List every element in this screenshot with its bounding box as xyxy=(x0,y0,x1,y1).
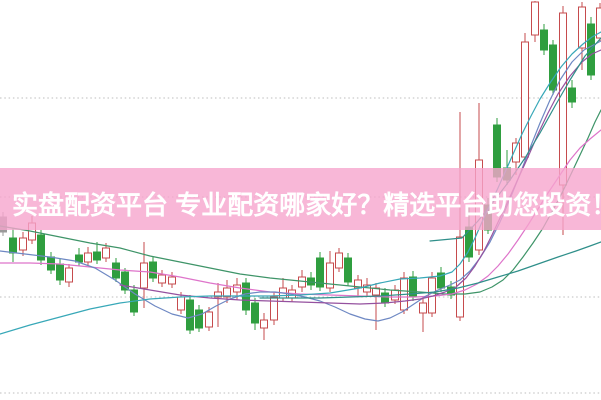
candle-body xyxy=(214,291,222,298)
candle-body xyxy=(84,252,92,263)
candle-body xyxy=(93,251,101,261)
candle-body xyxy=(344,257,352,283)
candle-body xyxy=(531,1,539,36)
candle-body xyxy=(512,142,520,163)
candle-body xyxy=(65,267,73,283)
candle-body xyxy=(540,29,548,51)
candle-body xyxy=(140,262,148,289)
candle-body xyxy=(251,302,259,324)
candle-body xyxy=(112,262,120,279)
candle-body xyxy=(177,296,185,311)
candle-body xyxy=(335,252,343,269)
candle-body xyxy=(102,247,110,259)
candle-body xyxy=(465,226,473,258)
candle-body xyxy=(568,87,576,103)
candle-body xyxy=(121,271,129,291)
ad-banner-overlay[interactable]: 实盘配资平台 专业配资哪家好？精选平台助您投资！ xyxy=(0,168,601,230)
ma-line-teal-slow xyxy=(259,241,601,299)
candle-body xyxy=(149,261,157,279)
candle-body xyxy=(549,44,557,91)
ad-banner-text: 实盘配资平台 专业配资哪家好？精选平台助您投资！ xyxy=(12,190,601,220)
candle-body xyxy=(19,237,27,251)
candle-body xyxy=(419,302,427,314)
ma-line-cyan xyxy=(0,31,601,335)
candle-body xyxy=(195,309,203,329)
candle-body xyxy=(326,262,334,289)
candle-body xyxy=(578,6,586,49)
candle-body xyxy=(205,311,213,328)
candle-body xyxy=(168,276,176,285)
candle-body xyxy=(316,257,324,288)
candle-body xyxy=(270,296,278,321)
candle-body xyxy=(158,274,166,284)
candle-body xyxy=(381,292,389,304)
candle-body xyxy=(260,319,268,329)
candle-body xyxy=(186,299,194,331)
ma-line-violet xyxy=(119,49,601,305)
candle-body xyxy=(437,272,445,289)
candle-body xyxy=(37,234,45,261)
candle-body xyxy=(521,41,529,158)
candle-body xyxy=(56,263,64,281)
candle-body xyxy=(559,12,567,186)
candle-body xyxy=(596,7,601,39)
candle-body xyxy=(9,237,17,254)
candle-body xyxy=(223,287,231,298)
